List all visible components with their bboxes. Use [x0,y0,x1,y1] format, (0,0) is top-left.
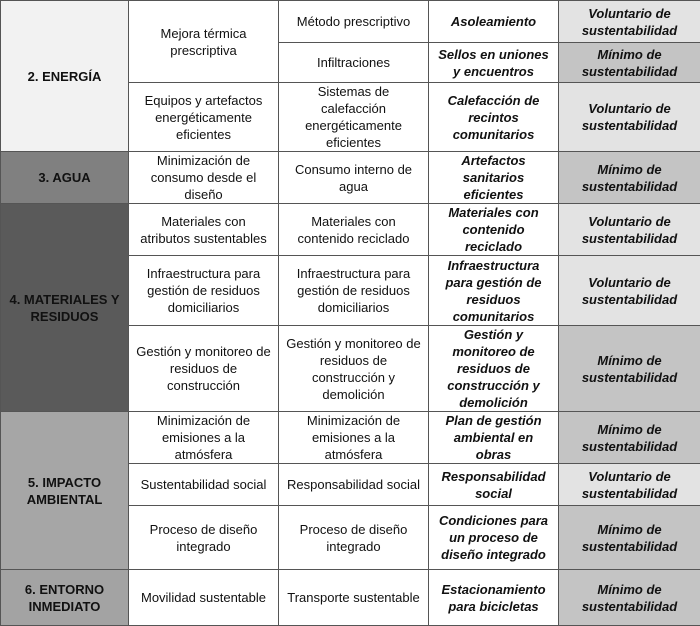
category-cell: 4. MATERIALES Y RESIDUOS [1,204,129,412]
item-cell: Minimización de emisiones a la atmósfera [279,412,429,464]
level-cell: Mínimo de sustentabilidad [559,152,700,204]
measure-cell: Materiales con atributos sustentables [129,204,279,256]
level-cell: Mínimo de sustentabilidad [559,412,700,464]
level-cell: Voluntario de sustentabilidad [559,1,700,43]
item-cell: Proceso de diseño integrado [279,506,429,570]
measure-cell: Minimización de consumo desde el diseño [129,152,279,204]
action-cell: Calefacción de recintos comunitarios [429,83,559,152]
measure-cell: Infraestructura para gestión de residuos… [129,256,279,326]
level-cell: Mínimo de sustentabilidad [559,570,700,626]
category-cell: 6. ENTORNO INMEDIATO [1,570,129,626]
action-cell: Condiciones para un proceso de diseño in… [429,506,559,570]
measure-cell: Gestión y monitoreo de residuos de const… [129,326,279,412]
item-cell: Método prescriptivo [279,1,429,43]
action-cell: Estacionamiento para bicicletas [429,570,559,626]
measure-cell: Sustentabilidad social [129,464,279,506]
level-cell: Voluntario de sustentabilidad [559,204,700,256]
measure-cell: Movilidad sustentable [129,570,279,626]
level-cell: Mínimo de sustentabilidad [559,43,700,83]
action-cell: Gestión y monitoreo de residuos de const… [429,326,559,412]
action-cell: Materiales con contenido reciclado [429,204,559,256]
item-cell: Infraestructura para gestión de residuos… [279,256,429,326]
level-cell: Voluntario de sustentabilidad [559,83,700,152]
category-cell: 2. ENERGÍA [1,1,129,152]
action-cell: Plan de gestión ambiental en obras [429,412,559,464]
item-cell: Materiales con contenido reciclado [279,204,429,256]
level-cell: Voluntario de sustentabilidad [559,256,700,326]
item-cell: Transporte sustentable [279,570,429,626]
category-cell: 5. IMPACTO AMBIENTAL [1,412,129,570]
action-cell: Sellos en uniones y encuentros [429,43,559,83]
measure-cell: Minimización de emisiones a la atmósfera [129,412,279,464]
measure-cell: Equipos y artefactos energéticamente efi… [129,83,279,152]
measure-cell: Proceso de diseño integrado [129,506,279,570]
item-cell: Consumo interno de agua [279,152,429,204]
action-cell: Responsabilidad social [429,464,559,506]
level-cell: Voluntario de sustentabilidad [559,464,700,506]
level-cell: Mínimo de sustentabilidad [559,506,700,570]
category-cell: 3. AGUA [1,152,129,204]
action-cell: Artefactos sanitarios eficientes [429,152,559,204]
item-cell: Responsabilidad social [279,464,429,506]
item-cell: Infiltraciones [279,43,429,83]
level-cell: Mínimo de sustentabilidad [559,326,700,412]
measure-cell: Mejora térmica prescriptiva [129,1,279,83]
action-cell: Infraestructura para gestión de residuos… [429,256,559,326]
action-cell: Asoleamiento [429,1,559,43]
item-cell: Sistemas de calefacción energéticamente … [279,83,429,152]
item-cell: Gestión y monitoreo de residuos de const… [279,326,429,412]
